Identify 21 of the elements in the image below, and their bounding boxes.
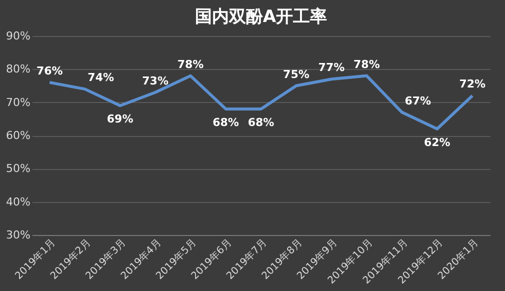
chart-title: 国内双酚A开工率 bbox=[194, 7, 328, 27]
data-label: 75% bbox=[283, 68, 310, 81]
data-label: 78% bbox=[354, 58, 380, 71]
data-label: 78% bbox=[177, 58, 204, 71]
data-label: 76% bbox=[36, 64, 63, 78]
data-label: 68% bbox=[212, 116, 239, 129]
y-tick-label: 60% bbox=[6, 129, 30, 142]
y-tick-label: 80% bbox=[6, 62, 30, 76]
data-label: 68% bbox=[248, 116, 274, 129]
y-tick-label: 90% bbox=[6, 30, 30, 42]
data-label: 67% bbox=[404, 94, 432, 108]
y-tick-label: 70% bbox=[6, 96, 30, 109]
y-tick-label: 50% bbox=[6, 162, 30, 176]
y-tick-label: 30% bbox=[6, 228, 30, 242]
y-tick-label: 40% bbox=[6, 195, 30, 208]
data-label: 72% bbox=[459, 78, 486, 91]
data-label: 62% bbox=[424, 136, 450, 149]
data-label: 74% bbox=[88, 71, 114, 84]
data-label: 73% bbox=[142, 74, 168, 88]
data-label: 77% bbox=[318, 61, 345, 74]
data-label: 69% bbox=[106, 112, 134, 126]
